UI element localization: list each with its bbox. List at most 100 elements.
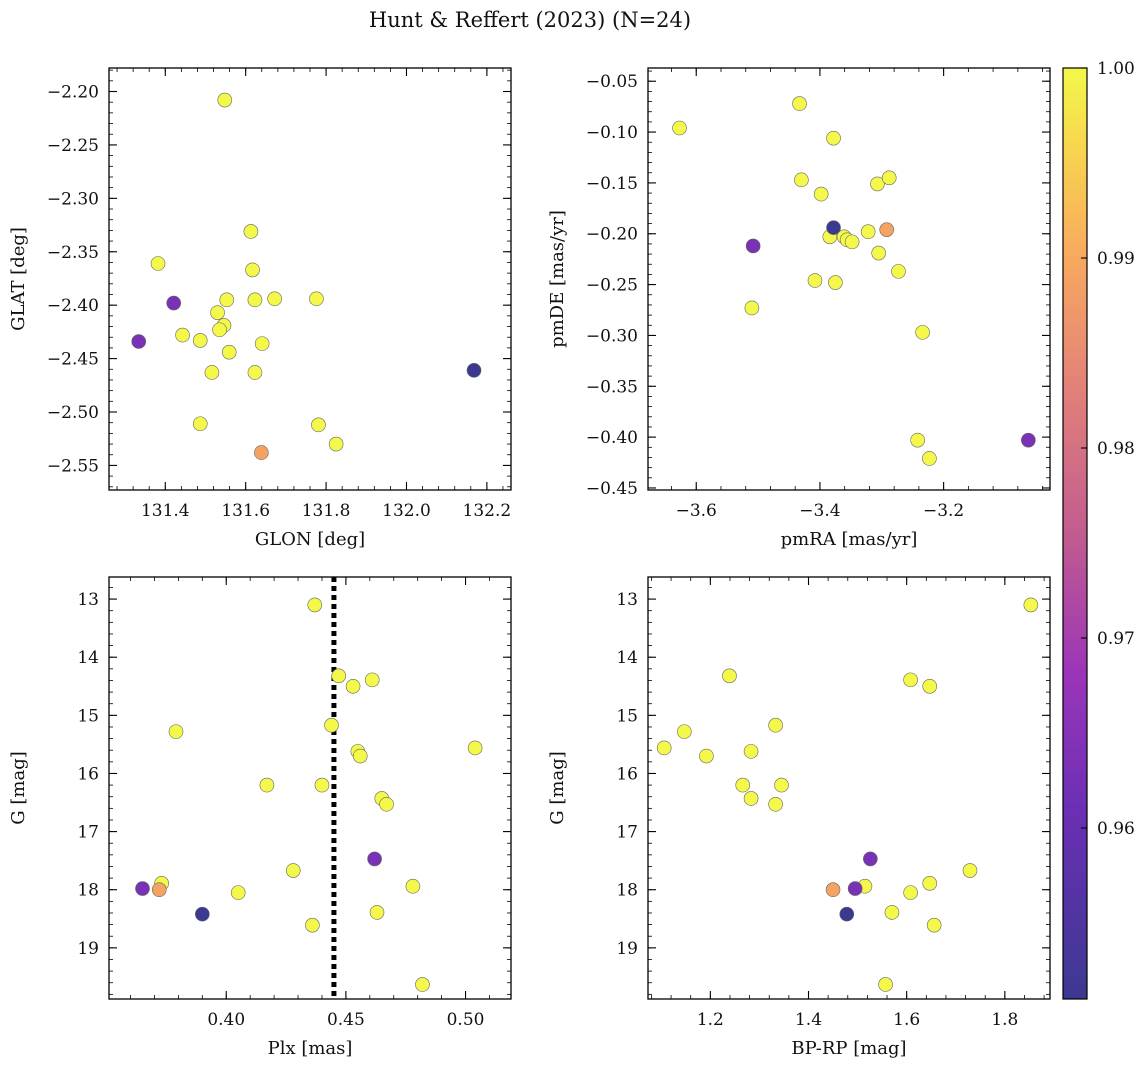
data-point xyxy=(192,416,208,432)
data-point xyxy=(881,170,897,186)
x-tick-label: 0.45 xyxy=(327,1010,365,1030)
colorbar-ticks: 0.96 0.97 0.98 0.99 1.00 xyxy=(1081,59,1135,839)
y-tick-label: −0.05 xyxy=(586,72,638,92)
data-point xyxy=(813,186,829,202)
data-point xyxy=(230,885,246,900)
data-point xyxy=(331,668,347,684)
panels: 131.4 131.6 131.8 132.0 132.2−2.55−2.50−2.45… xyxy=(8,67,1051,1059)
colorbar-gradient xyxy=(1062,67,1088,1000)
data-point xyxy=(903,672,918,688)
data-point xyxy=(247,365,263,380)
data-point xyxy=(1023,597,1039,613)
data-point xyxy=(870,176,885,192)
x-tick-label: 1.6 xyxy=(893,1010,920,1030)
data-point xyxy=(844,234,860,250)
data-point xyxy=(192,333,208,348)
data-point xyxy=(175,327,190,343)
data-point xyxy=(825,882,841,898)
y-tick-label: 16 xyxy=(616,764,638,784)
x-axis-label: BP-RP [mag] xyxy=(791,1038,906,1059)
data-point xyxy=(364,672,380,688)
x-tick-label: 131.6 xyxy=(221,501,270,521)
axes-frame xyxy=(647,67,1051,491)
y-tick-label: 17 xyxy=(616,823,638,843)
data-point xyxy=(166,295,182,311)
data-point xyxy=(245,262,260,278)
data-point xyxy=(467,740,483,756)
data-point xyxy=(879,222,895,237)
y-tick-label: −2.30 xyxy=(47,189,99,209)
data-point xyxy=(826,220,841,235)
colorbar-tick-label: 0.97 xyxy=(1097,629,1135,649)
y-tick-label: 13 xyxy=(77,590,99,610)
data-point xyxy=(324,717,339,733)
y-tick-label: −0.35 xyxy=(586,377,638,397)
data-point xyxy=(745,238,761,254)
data-point xyxy=(254,445,269,460)
data-point xyxy=(267,291,282,307)
data-point xyxy=(328,436,344,452)
data-point xyxy=(922,678,938,694)
data-point xyxy=(699,748,714,764)
y-tick-label: 14 xyxy=(77,648,99,668)
y-tick-label: 14 xyxy=(616,648,638,668)
data-point xyxy=(794,172,809,188)
data-point xyxy=(466,363,482,378)
data-point xyxy=(922,876,938,891)
data-point xyxy=(285,863,301,878)
data-point xyxy=(962,863,978,878)
y-tick-label: −0.40 xyxy=(586,428,638,448)
data-point xyxy=(884,905,900,920)
data-point xyxy=(860,224,876,240)
y-tick-label: 13 xyxy=(616,590,638,610)
x-tick-label: −3.4 xyxy=(799,501,840,521)
y-tick-label: −2.20 xyxy=(47,83,99,103)
y-tick-label: 19 xyxy=(77,939,99,959)
y-tick-label: −0.25 xyxy=(586,276,638,296)
data-point xyxy=(314,777,330,793)
colorbar-tick-label: 0.99 xyxy=(1097,249,1135,269)
data-point xyxy=(768,796,783,812)
data-point xyxy=(405,878,421,894)
x-axis-label: Plx [mas] xyxy=(268,1038,353,1059)
data-point xyxy=(656,740,672,756)
data-point xyxy=(151,882,167,898)
data-point xyxy=(903,885,918,900)
x-tick-label: 132.2 xyxy=(463,501,512,521)
x-tick-label: 1.4 xyxy=(795,1010,822,1030)
y-tick-label: −2.25 xyxy=(47,136,99,156)
y-tick-label: −2.50 xyxy=(47,403,99,423)
y-tick-label: −0.45 xyxy=(586,479,638,499)
x-tick-label: 0.40 xyxy=(207,1010,245,1030)
data-point xyxy=(735,777,751,793)
y-axis-label: G [mag] xyxy=(547,751,568,824)
data-point xyxy=(305,917,320,933)
data-point xyxy=(131,334,147,349)
axes-frame xyxy=(108,67,512,491)
y-tick-label: −2.45 xyxy=(47,350,99,370)
data-point xyxy=(828,275,843,290)
data-point xyxy=(307,597,323,613)
y-tick-label: −2.40 xyxy=(47,296,99,316)
panel-pm: −3.6 −3.4 −3.2 −0.45 −0.40 −0.35 −0.30 −0.25 −0.… xyxy=(547,67,1051,550)
axes-frame xyxy=(647,576,1051,1000)
x-tick-label: 132.0 xyxy=(382,501,431,521)
data-point xyxy=(259,777,275,793)
data-point xyxy=(926,917,942,933)
data-point xyxy=(1021,432,1036,448)
data-point xyxy=(352,748,368,764)
y-tick-label: −2.55 xyxy=(47,456,99,476)
y-tick-label: −0.10 xyxy=(586,123,638,143)
axes-frame xyxy=(108,576,512,1000)
data-point xyxy=(792,96,807,111)
data-point xyxy=(212,322,227,338)
data-point xyxy=(367,851,382,867)
colorbar: 0.96 0.97 0.98 0.99 1.00 xyxy=(1062,59,1135,1000)
y-tick-label: 15 xyxy=(616,706,638,726)
y-tick-label: 15 xyxy=(77,706,99,726)
y-axis-label: pmDE [mas/yr] xyxy=(547,210,568,348)
y-tick-label: −0.15 xyxy=(586,174,638,194)
colorbar-tick-label: 0.96 xyxy=(1097,819,1135,839)
data-point xyxy=(847,881,863,896)
y-tick-label: −0.30 xyxy=(586,326,638,346)
